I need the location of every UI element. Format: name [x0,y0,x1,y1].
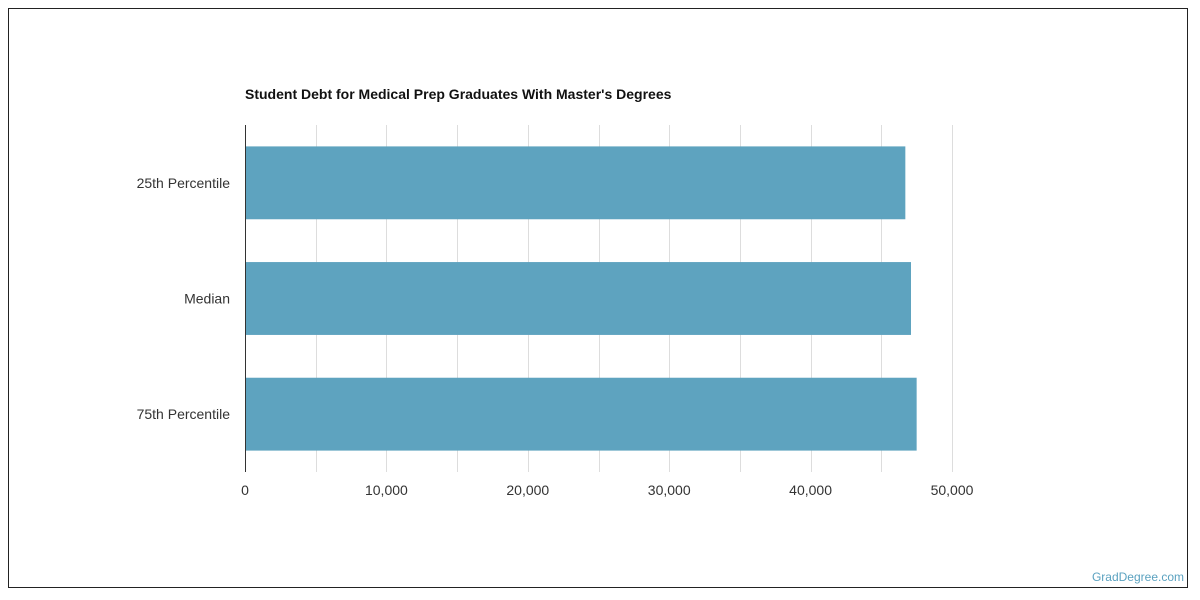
category-label: Median [184,291,230,307]
bar-25th-percentile[interactable] [245,146,906,220]
x-tick-label: 0 [241,482,249,498]
labels: 25th Percentile Median 75th Percentile 0 10,… [137,175,974,498]
bars [245,146,917,451]
x-tick-label: 50,000 [931,482,974,498]
x-tick-label: 10,000 [365,482,408,498]
x-tick-label: 30,000 [648,482,691,498]
bar-75th-percentile[interactable] [245,377,917,451]
category-label: 75th Percentile [137,406,231,422]
bar-median[interactable] [245,262,911,335]
watermark[interactable]: GradDegree.com [1091,570,1184,584]
category-label: 25th Percentile [137,175,231,191]
x-tick-label: 20,000 [506,482,549,498]
chart-title: Student Debt for Medical Prep Graduates … [245,86,672,102]
x-tick-label: 40,000 [789,482,832,498]
